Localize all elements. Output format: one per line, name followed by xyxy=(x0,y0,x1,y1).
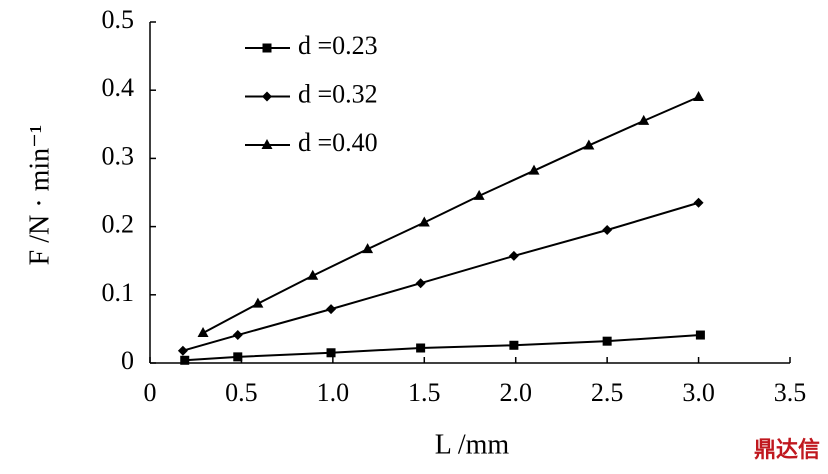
marker xyxy=(638,114,650,125)
marker xyxy=(262,43,272,53)
x-tick-label: 2.5 xyxy=(591,378,624,407)
marker xyxy=(307,269,319,280)
x-tick-label: 3.0 xyxy=(682,378,715,407)
marker xyxy=(416,343,426,353)
x-tick-label: 0.5 xyxy=(225,378,258,407)
series-line xyxy=(184,334,701,362)
marker xyxy=(177,345,188,356)
y-tick-label: 0.2 xyxy=(102,210,135,239)
x-tick-label: 2.0 xyxy=(499,378,532,407)
x-tick-label: 3.5 xyxy=(774,378,807,407)
marker xyxy=(232,330,243,341)
marker xyxy=(262,91,272,102)
marker xyxy=(509,340,519,350)
y-tick-label: 0.3 xyxy=(102,141,135,170)
watermark: 鼎达信 xyxy=(754,437,820,463)
marker xyxy=(695,330,705,340)
y-tick-label: 0.4 xyxy=(102,73,135,102)
x-tick-label: 1.5 xyxy=(408,378,441,407)
marker xyxy=(602,336,612,346)
legend-label: d =0.40 xyxy=(298,128,378,157)
y-tick-label: 0.5 xyxy=(102,5,135,34)
marker xyxy=(326,348,336,358)
y-axis-label: F /N · min⁻¹ xyxy=(24,125,55,266)
marker xyxy=(233,352,243,362)
marker xyxy=(180,355,190,365)
marker xyxy=(508,250,519,261)
marker xyxy=(418,216,430,227)
x-tick-label: 1.0 xyxy=(317,378,350,407)
marker xyxy=(326,304,337,315)
legend-label: d =0.23 xyxy=(298,31,378,60)
marker xyxy=(473,189,485,200)
marker xyxy=(197,326,209,337)
marker xyxy=(583,139,595,150)
series-line xyxy=(202,96,699,334)
marker xyxy=(693,197,704,208)
y-tick-label: 0.1 xyxy=(102,278,135,307)
marker xyxy=(528,164,540,175)
marker xyxy=(415,278,426,289)
legend-label: d =0.32 xyxy=(298,79,378,108)
marker xyxy=(261,139,273,149)
x-axis-label: L /mm xyxy=(435,429,510,460)
marker xyxy=(602,225,613,236)
series-line xyxy=(182,201,699,352)
x-tick-label: 0 xyxy=(144,378,157,407)
marker xyxy=(362,243,374,254)
marker xyxy=(693,91,705,102)
marker xyxy=(252,297,264,308)
y-tick-label: 0 xyxy=(121,346,134,375)
